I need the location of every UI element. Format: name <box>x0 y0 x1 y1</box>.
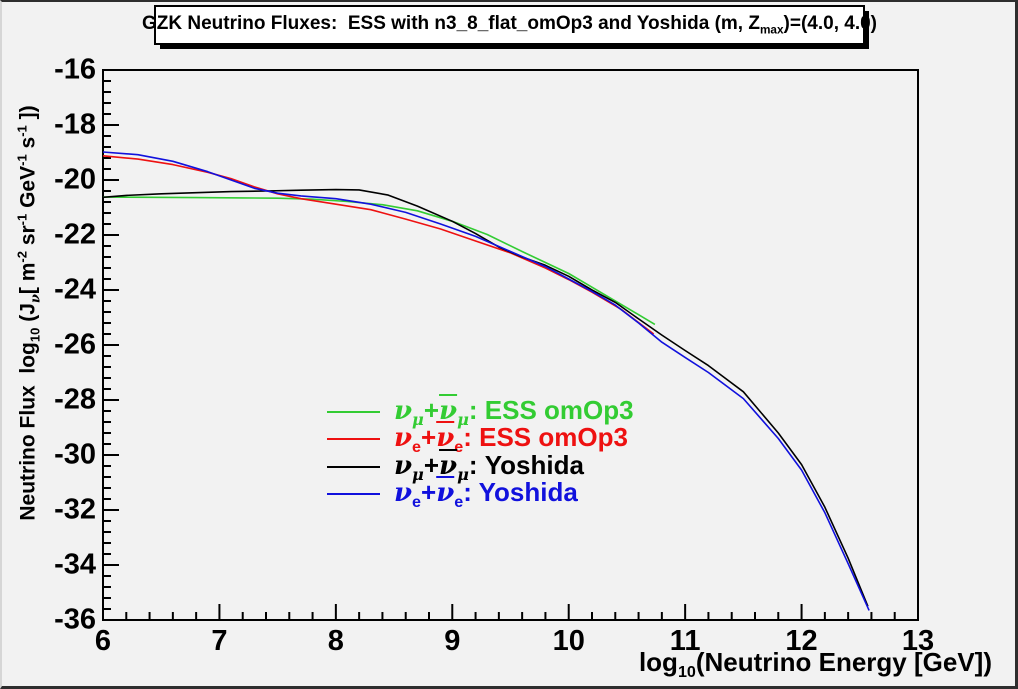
legend-line-sample <box>327 493 380 496</box>
x-tick-label: 6 <box>94 625 112 657</box>
y-tick-label: -34 <box>54 548 96 581</box>
y-tick-label: -30 <box>54 438 96 471</box>
plot-title: GZK Neutrino Fluxes: ESS with n3_8_flat_… <box>142 13 877 37</box>
legend-line-sample <box>327 438 380 441</box>
y-tick-label: -32 <box>54 493 96 526</box>
legend-label: νμ+νμ: Yoshida <box>394 449 584 484</box>
legend-item-ess-numu: νμ+νμ: ESS omOp3 <box>327 394 634 429</box>
x-tick-label: 9 <box>444 625 461 657</box>
y-tick-label: -26 <box>54 328 96 361</box>
legend-item-yoshida-nue: νe+νe: Yoshida <box>327 477 634 511</box>
y-axis-title: Neutrino Flux log10 (Jν[ m-2 sr-1 GeV-1 … <box>14 105 44 521</box>
legend-line-sample <box>327 465 380 468</box>
legend-label: νμ+νμ: ESS omOp3 <box>394 394 634 429</box>
legend-label: νe+νe: Yoshida <box>394 476 578 511</box>
y-tick-label: -20 <box>54 163 96 196</box>
x-tick-label: 8 <box>327 625 344 657</box>
legend-line-sample <box>327 410 380 413</box>
y-tick-label: -36 <box>54 603 96 636</box>
x-tick-label: 13 <box>901 625 935 657</box>
y-tick-label: -22 <box>54 218 96 251</box>
plot-title-box: GZK Neutrino Fluxes: ESS with n3_8_flat_… <box>142 5 877 45</box>
x-tick-label: 12 <box>785 625 818 657</box>
series-curve <box>102 151 870 611</box>
series-curve <box>102 196 656 326</box>
legend: νμ+νμ: ESS omOp3 νe+νe: ESS omOp3 νμ+νμ:… <box>327 394 634 511</box>
y-tick-label: -24 <box>54 273 96 306</box>
x-tick-label: 10 <box>552 625 585 657</box>
legend-label: νe+νe: ESS omOp3 <box>394 421 628 456</box>
plot-frame <box>102 69 919 621</box>
x-tick-label: 7 <box>211 625 228 657</box>
y-tick-label: -28 <box>54 383 96 416</box>
series-curve <box>102 155 655 335</box>
y-tick-label: -18 <box>54 108 96 141</box>
legend-item-yoshida-numu: νμ+νμ: Yoshida <box>327 449 634 484</box>
legend-item-ess-nue: νe+νe: ESS omOp3 <box>327 422 634 456</box>
x-tick-label: 11 <box>669 625 701 657</box>
x-axis-title: log10(Neutrino Energy [GeV]) <box>638 647 992 682</box>
y-tick-label: -16 <box>54 53 96 86</box>
